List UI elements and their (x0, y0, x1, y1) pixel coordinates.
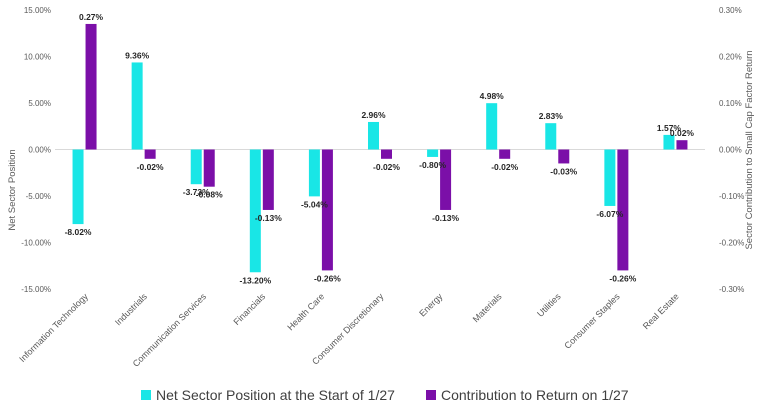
data-label-net-position: 9.36% (125, 50, 150, 60)
data-label-contribution: 0.02% (670, 128, 695, 138)
data-label-net-position: 2.83% (539, 111, 564, 121)
data-label-net-position: -5.04% (301, 199, 328, 209)
category-label: Utilities (535, 291, 563, 319)
category-label: Information Technology (17, 291, 90, 364)
bar-net-position (663, 134, 675, 150)
bar-contribution (558, 149, 570, 164)
bar-contribution (617, 149, 629, 271)
data-label-net-position: -0.80% (419, 160, 446, 170)
category-label: Industrials (113, 291, 149, 327)
data-label-net-position: 1.57% (657, 123, 682, 133)
category-label: Financials (232, 291, 268, 327)
right-tick-label: -0.30% (719, 285, 744, 294)
left-axis-title: Net Sector Position (7, 149, 18, 230)
category-label: Materials (471, 291, 504, 324)
bar-contribution (262, 149, 274, 210)
bar-net-position (131, 62, 143, 150)
left-tick-label: -5.00% (26, 192, 51, 201)
right-tick-label: 0.30% (719, 6, 742, 15)
data-label-net-position: -8.02% (65, 227, 92, 237)
bar-net-position (368, 121, 379, 150)
bar-net-position (486, 103, 498, 150)
left-axis-ticks: 15.00% 10.00% 5.00% 0.00% -5.00% -10.00% -15.0… (21, 6, 51, 294)
category-labels: Information Technology IndustrialsCommuni… (17, 291, 681, 369)
legend-label-contribution: Contribution to Return on 1/27 (441, 387, 629, 403)
right-tick-label: 0.00% (719, 146, 742, 155)
right-axis-ticks: 0.30% 0.20% 0.10% 0.00% -0.10% -0.20% -0.30% (719, 6, 744, 294)
right-axis-title: Sector Contribution to Small Cap Factor … (744, 50, 755, 249)
data-label-net-position: -13.20% (239, 275, 271, 285)
legend-swatch-net-position (141, 390, 151, 400)
bar-net-position (427, 149, 439, 157)
data-label-net-position: -3.73% (183, 187, 210, 197)
bar-contribution (321, 149, 333, 271)
data-label-contribution: -0.02% (137, 162, 164, 172)
right-tick-label: -0.10% (719, 192, 744, 201)
data-label-contribution: -0.02% (491, 162, 518, 172)
data-label-contribution: -0.03% (550, 166, 577, 176)
bar-contribution (85, 23, 97, 150)
bar-contribution (676, 140, 688, 150)
data-label-contribution: -0.26% (609, 273, 636, 283)
bar-contribution (499, 149, 511, 159)
bar-net-position (604, 149, 616, 206)
bar-net-position (249, 149, 261, 273)
legend: Net Sector Position at the Start of 1/27… (141, 387, 629, 403)
data-label-net-position: 4.98% (480, 91, 505, 101)
data-label-contribution: -0.26% (314, 273, 341, 283)
bar-contribution (144, 149, 156, 159)
left-tick-label: 15.00% (24, 6, 51, 15)
data-labels: -8.02% 0.27% 9.36% -0.02% -3.73%-0.08% -13.20… (65, 12, 695, 285)
data-label-contribution: -0.13% (432, 213, 459, 223)
bar-series (72, 23, 688, 273)
left-tick-label: -10.00% (21, 239, 51, 248)
legend-label-net-position: Net Sector Position at the Start of 1/27 (156, 387, 395, 403)
right-tick-label: 0.20% (719, 53, 742, 62)
bar-contribution (440, 149, 452, 210)
bar-net-position (72, 149, 84, 225)
left-tick-label: 5.00% (28, 99, 51, 108)
category-label: Real Estate (641, 291, 681, 331)
left-tick-label: 0.00% (28, 146, 51, 155)
data-label-contribution: -0.08% (196, 190, 223, 200)
right-tick-label: -0.20% (719, 239, 744, 248)
data-label-contribution: -0.02% (373, 162, 400, 172)
category-label: Consumer Staples (562, 291, 622, 351)
bar-net-position (308, 149, 320, 197)
data-label-net-position: 2.96% (361, 110, 386, 120)
legend-swatch-contribution (426, 390, 436, 400)
bar-net-position (545, 123, 557, 150)
data-label-net-position: -6.07% (596, 209, 623, 219)
right-tick-label: 0.10% (719, 99, 742, 108)
bar-contribution (203, 149, 215, 187)
left-tick-label: -15.00% (21, 285, 51, 294)
data-label-contribution: -0.13% (255, 213, 282, 223)
left-tick-label: 10.00% (24, 53, 51, 62)
category-label: Health Care (285, 291, 326, 332)
category-label: Energy (417, 291, 445, 319)
bar-net-position (190, 149, 202, 185)
data-label-contribution: 0.27% (79, 12, 104, 22)
bar-contribution (381, 149, 392, 159)
